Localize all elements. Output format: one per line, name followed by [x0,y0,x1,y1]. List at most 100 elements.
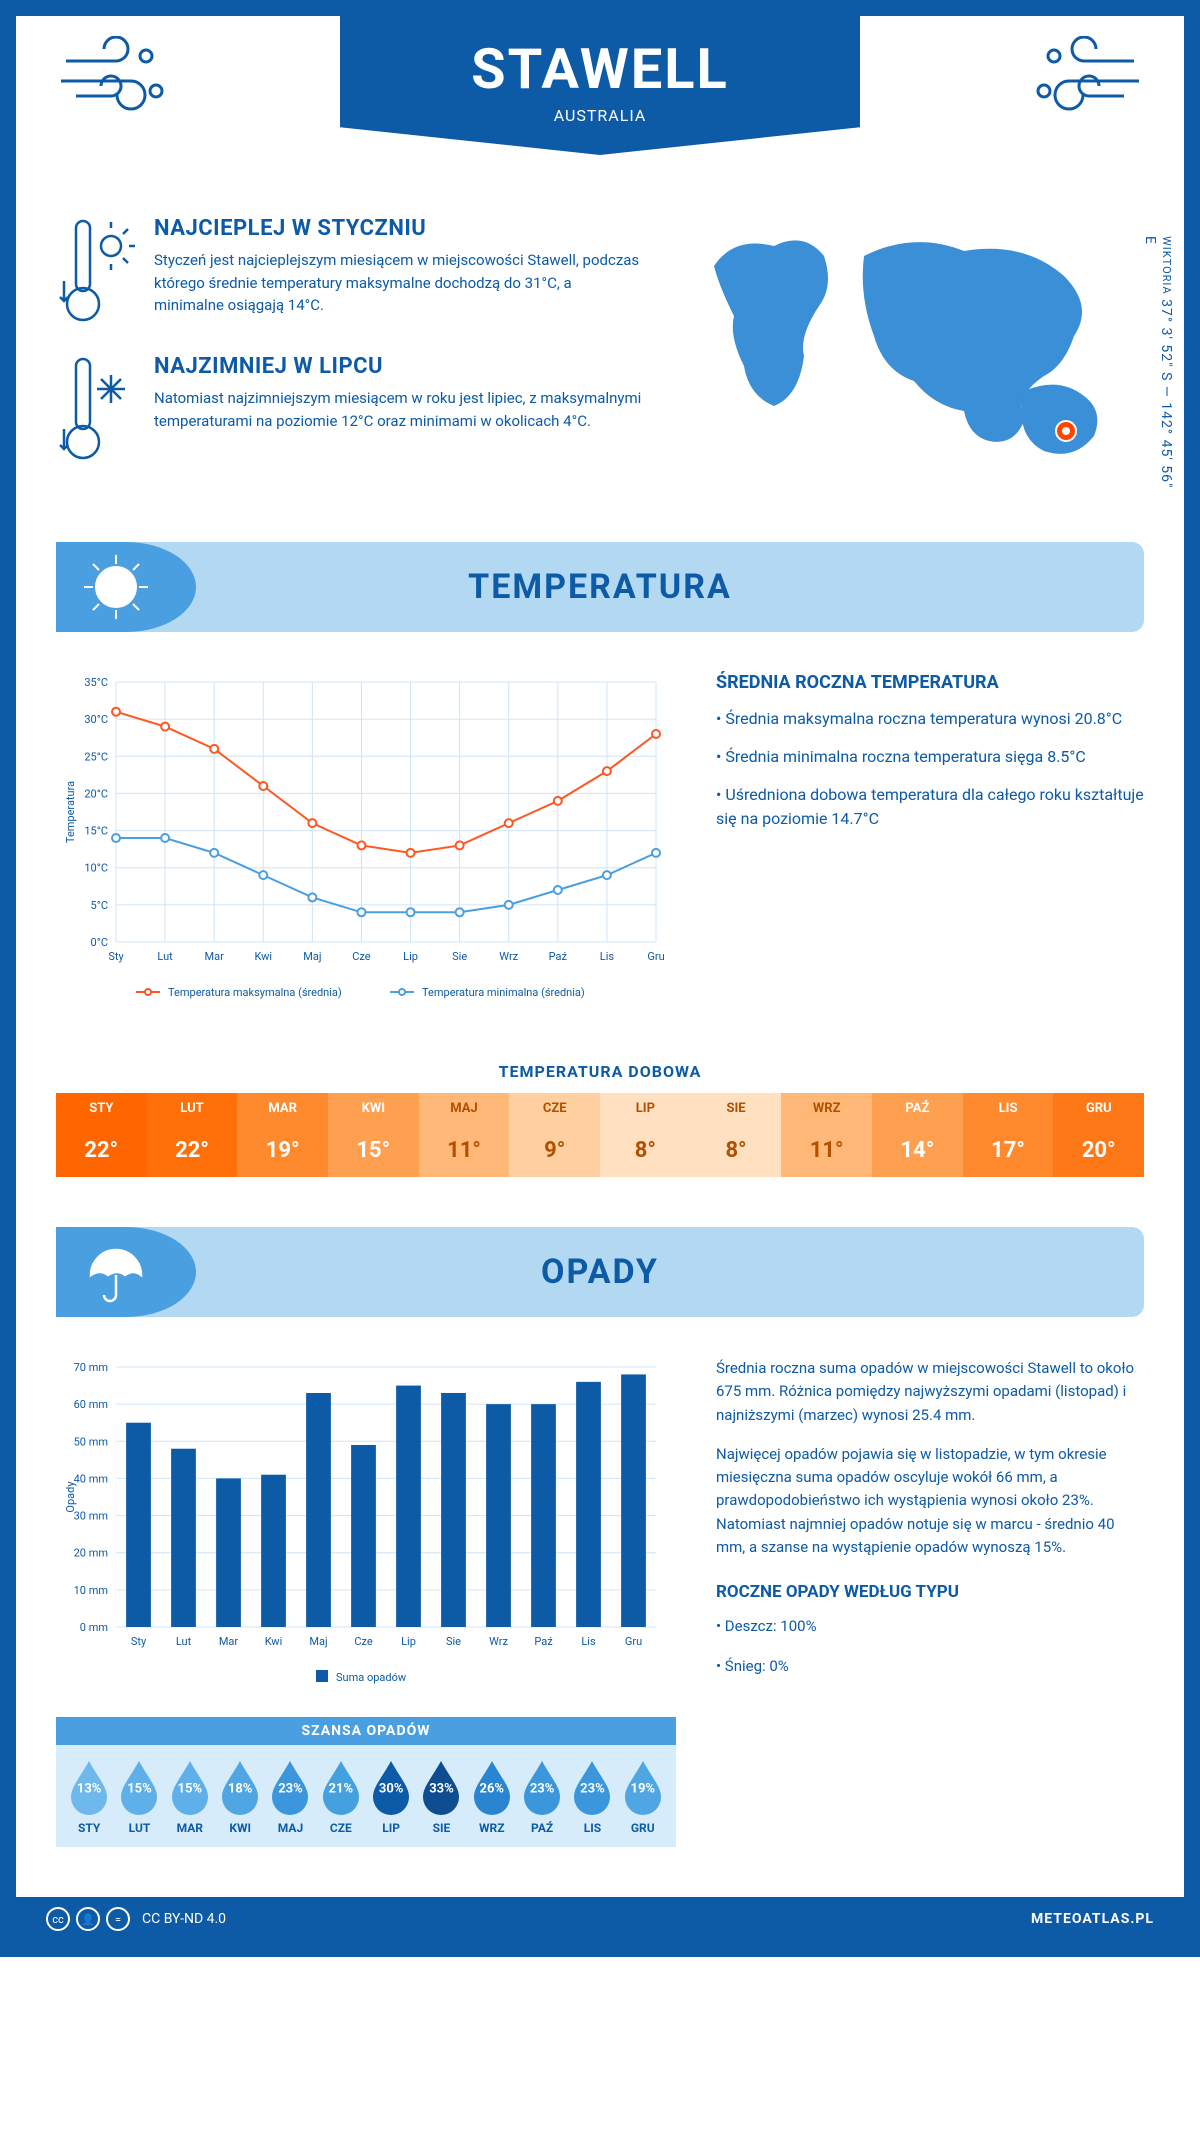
avg-temp-bullet: • Średnia maksymalna roczna temperatura … [716,707,1144,731]
svg-text:Temperatura minimalna (średnia: Temperatura minimalna (średnia) [422,986,585,999]
coordinates: WIKTORIA 37° 3' 52" S — 142° 45' 56" E [1142,236,1174,492]
chance-cell: 15% MAR [165,1757,215,1835]
daily-cell: GRU20° [1053,1093,1144,1177]
svg-text:Paź: Paź [534,1635,553,1648]
svg-text:Gru: Gru [625,1635,642,1648]
daily-cell: STY22° [56,1093,147,1177]
daily-cell: LIP8° [600,1093,691,1177]
svg-text:Lis: Lis [581,1635,596,1648]
precip-chart: 0 mm 10 mm 20 mm 30 mm 40 mm 50 mm 60 mm 70 mm S… [56,1357,676,1847]
svg-text:Mar: Mar [219,1635,239,1648]
svg-text:35°C: 35°C [84,676,108,689]
daily-cell: SIE8° [691,1093,782,1177]
chance-cell: 13% STY [64,1757,114,1835]
svg-text:0 mm: 0 mm [80,1621,108,1634]
chance-cell: 19% GRU [618,1757,668,1835]
page: STAWELL AUSTRALIA NAJCIEPLE [0,0,1200,1957]
chance-row: 13% STY 15% LUT 15% MAR 18% KWI 23% MAJ … [56,1745,676,1847]
brand-text: METEOATLAS.PL [1031,1911,1154,1927]
daily-cell: WRZ11° [781,1093,872,1177]
svg-text:Temperatura maksymalna (średni: Temperatura maksymalna (średnia) [168,986,342,999]
wind-icon [1024,36,1144,116]
svg-text:Lut: Lut [176,1635,192,1648]
svg-text:5°C: 5°C [91,899,108,912]
raindrop-icon: 23% [266,1757,314,1815]
svg-text:60 mm: 60 mm [74,1398,108,1411]
daily-cell: KWI15° [328,1093,419,1177]
license-text: CC BY-ND 4.0 [142,1911,226,1927]
thermometer-cold-icon [56,354,136,464]
svg-text:Kwi: Kwi [265,1635,283,1648]
svg-text:20°C: 20°C [84,787,108,800]
world-map-container: WIKTORIA 37° 3' 52" S — 142° 45' 56" E [684,216,1144,492]
by-type-title: ROCZNE OPADY WEDŁUG TYPU [716,1579,1144,1605]
chance-cell: 15% LUT [114,1757,164,1835]
hot-text: Styczeń jest najcieplejszym miesiącem w … [154,249,644,317]
svg-text:Wrz: Wrz [499,950,518,963]
avg-temp-bullet: • Uśredniona dobowa temperatura dla całe… [716,783,1144,831]
raindrop-icon: 26% [468,1757,516,1815]
raindrop-icon: 18% [216,1757,264,1815]
svg-text:Sty: Sty [108,950,124,963]
avg-temp-title: ŚREDNIA ROCZNA TEMPERATURA [716,672,1144,693]
facts-row: NAJCIEPLEJ W STYCZNIU Styczeń jest najci… [16,196,1184,522]
daily-cell: CZE9° [509,1093,600,1177]
hot-fact: NAJCIEPLEJ W STYCZNIU Styczeń jest najci… [56,216,644,326]
svg-text:40 mm: 40 mm [74,1472,108,1485]
svg-text:Maj: Maj [309,1635,327,1648]
svg-text:25°C: 25°C [84,750,108,763]
wind-icon [56,36,176,116]
chance-cell: 21% CZE [316,1757,366,1835]
svg-text:30°C: 30°C [84,713,108,726]
country-subtitle: AUSTRALIA [340,106,860,125]
cold-text: Natomiast najzimniejszym miesiącem w rok… [154,387,644,432]
by-type-line: • Śnieg: 0% [716,1655,1144,1678]
svg-text:Sty: Sty [131,1635,147,1648]
chance-cell: 33% SIE [416,1757,466,1835]
chance-title: SZANSA OPADÓW [56,1717,676,1745]
svg-text:Temperatura: Temperatura [64,781,77,843]
svg-text:30 mm: 30 mm [74,1510,108,1523]
svg-text:Lip: Lip [403,950,418,963]
precip-text-1: Średnia roczna suma opadów w miejscowośc… [716,1357,1144,1427]
precip-section-header: OPADY [56,1227,1144,1317]
chance-cell: 18% KWI [215,1757,265,1835]
svg-text:Maj: Maj [303,950,321,963]
raindrop-icon: 15% [166,1757,214,1815]
svg-text:20 mm: 20 mm [74,1547,108,1560]
by-type-line: • Deszcz: 100% [716,1615,1144,1638]
nd-icon: = [106,1907,130,1931]
chance-cell: 30% LIP [366,1757,416,1835]
by-icon: 👤 [76,1907,100,1931]
svg-text:15°C: 15°C [84,825,108,838]
raindrop-icon: 23% [518,1757,566,1815]
avg-temp-bullet: • Średnia minimalna roczna temperatura s… [716,745,1144,769]
svg-text:70 mm: 70 mm [74,1361,108,1374]
svg-text:Cze: Cze [354,1635,373,1648]
raindrop-icon: 19% [619,1757,667,1815]
chance-cell: 23% PAŹ [517,1757,567,1835]
daily-cell: MAR19° [237,1093,328,1177]
raindrop-icon: 23% [568,1757,616,1815]
svg-text:Mar: Mar [205,950,225,963]
svg-text:Kwi: Kwi [255,950,273,963]
svg-text:50 mm: 50 mm [74,1435,108,1448]
daily-cell: LUT22° [147,1093,238,1177]
thermometer-hot-icon [56,216,136,326]
header: STAWELL AUSTRALIA [16,16,1184,196]
raindrop-icon: 30% [367,1757,415,1815]
svg-text:Sie: Sie [446,1635,461,1648]
precip-text-2: Najwięcej opadów pojawia się w listopadz… [716,1443,1144,1559]
svg-text:10 mm: 10 mm [74,1584,108,1597]
daily-cell: LIS17° [963,1093,1054,1177]
temperature-chart: 0°C5°C10°C15°C20°C25°C30°C35°CStyLutMarK… [56,672,676,1012]
raindrop-icon: 15% [115,1757,163,1815]
raindrop-icon: 13% [65,1757,113,1815]
city-title: STAWELL [340,36,860,102]
cold-title: NAJZIMNIEJ W LIPCU [154,354,644,379]
daily-temp-title: TEMPERATURA DOBOWA [16,1062,1184,1081]
daily-temp-table: STY22°LUT22°MAR19°KWI15°MAJ11°CZE9°LIP8°… [56,1093,1144,1177]
cc-icons: cc 👤 = [46,1907,130,1931]
svg-text:Opady: Opady [64,1481,77,1513]
daily-cell: PAŹ14° [872,1093,963,1177]
